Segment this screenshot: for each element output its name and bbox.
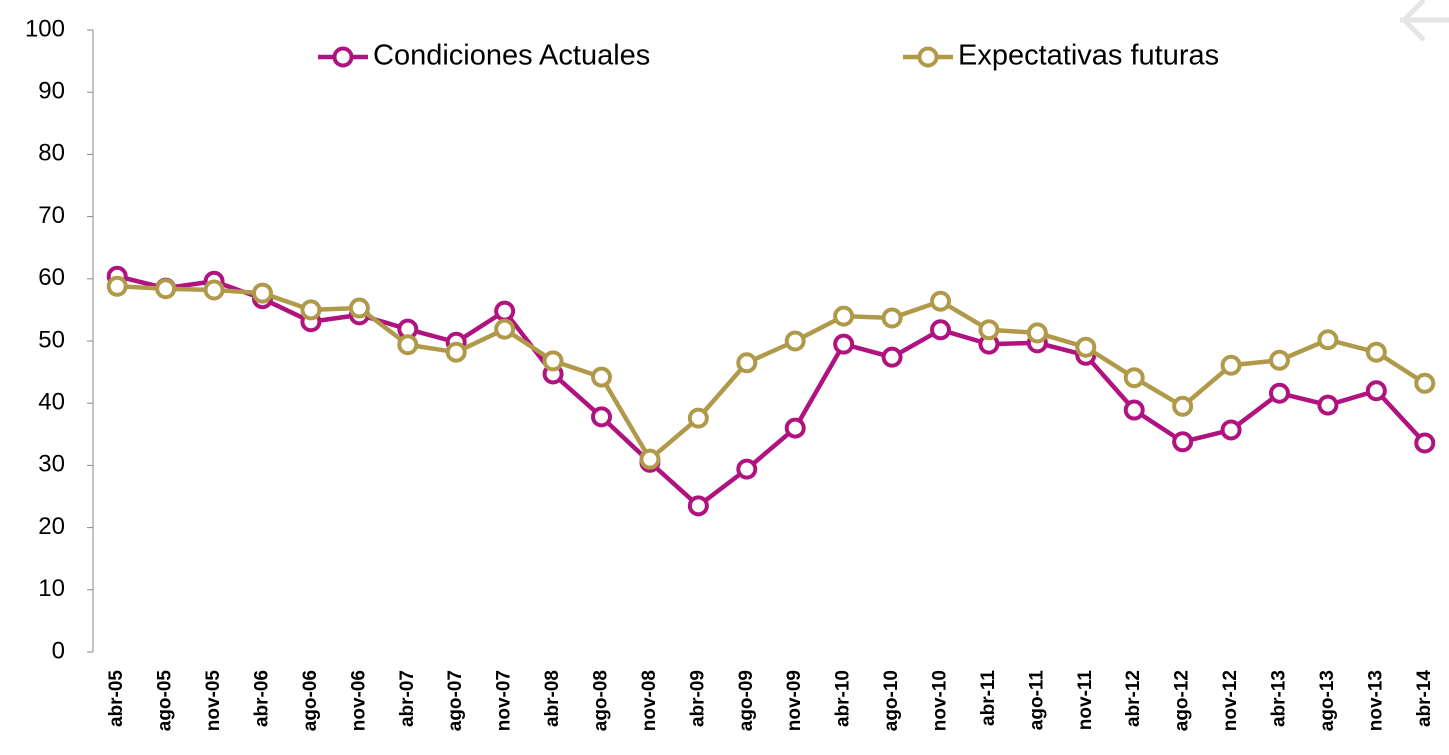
point xyxy=(833,333,855,355)
x-tick-label: ago-13 xyxy=(1317,670,1338,731)
point xyxy=(1172,431,1194,453)
point xyxy=(784,417,806,439)
x-tick-label: abr-09 xyxy=(687,670,708,727)
point xyxy=(784,330,806,352)
point xyxy=(736,352,758,374)
point xyxy=(397,334,419,356)
point xyxy=(1365,341,1387,363)
y-tick-label: 60 xyxy=(38,264,65,291)
point xyxy=(930,290,951,312)
y-tick-label: 50 xyxy=(38,326,65,353)
point xyxy=(591,406,612,428)
y-tick-label: 30 xyxy=(38,451,65,478)
x-tick-label: abr-07 xyxy=(397,670,418,727)
series-line xyxy=(116,274,1427,509)
legend-marker xyxy=(917,46,939,68)
point xyxy=(1172,395,1194,417)
x-tick-label: ago-12 xyxy=(1172,670,1193,731)
y-tick-label: 0 xyxy=(52,637,65,664)
x-tick-label: ago-11 xyxy=(1026,670,1047,731)
x-tick-label: ago-08 xyxy=(591,670,612,731)
legend-marker xyxy=(332,46,354,68)
x-tick-label: ago-07 xyxy=(445,670,466,731)
point xyxy=(1269,349,1290,371)
x-tick-label: abr-11 xyxy=(978,670,999,726)
point xyxy=(1220,354,1242,376)
x-tick-label: nov-10 xyxy=(930,670,951,731)
x-tick-label: nov-09 xyxy=(784,670,805,731)
point xyxy=(252,282,273,304)
point xyxy=(203,279,225,301)
x-tick-label: abr-08 xyxy=(542,670,563,727)
x-tick-label: nov-07 xyxy=(494,670,515,731)
back-arrow-icon xyxy=(1400,0,1449,42)
x-tick-label: abr-14 xyxy=(1414,670,1435,727)
y-tick-label: 20 xyxy=(38,513,65,540)
y-tick-label: 80 xyxy=(38,140,65,167)
point xyxy=(639,448,661,470)
point xyxy=(881,307,903,329)
x-tick-label: ago-09 xyxy=(736,670,757,731)
y-tick-label: 100 xyxy=(25,15,65,42)
legend-label: Expectativas futuras xyxy=(958,40,1219,72)
point xyxy=(1075,336,1097,358)
x-tick-label: nov-05 xyxy=(203,670,224,732)
x-tick-label: abr-05 xyxy=(106,670,127,727)
x-tick-label: abr-12 xyxy=(1123,670,1144,727)
x-tick-label: nov-11 xyxy=(1075,670,1096,731)
y-tick-label: 40 xyxy=(38,389,65,416)
point xyxy=(687,407,709,429)
point xyxy=(1123,367,1145,389)
x-tick-label: abr-10 xyxy=(833,670,854,727)
point xyxy=(1414,372,1436,394)
point xyxy=(445,341,467,363)
point xyxy=(736,458,758,480)
point xyxy=(1365,380,1387,402)
y-tick-label: 90 xyxy=(38,78,65,105)
point xyxy=(1220,419,1242,441)
point xyxy=(494,318,516,340)
point xyxy=(978,319,1000,341)
point xyxy=(348,297,370,319)
x-tick-label: nov-06 xyxy=(348,670,369,731)
point xyxy=(930,319,951,341)
point xyxy=(833,305,855,327)
series-line xyxy=(117,284,1427,462)
point xyxy=(1269,382,1290,404)
point xyxy=(1317,394,1339,416)
point xyxy=(881,346,903,368)
x-tick-label: nov-13 xyxy=(1365,670,1386,731)
point xyxy=(542,350,564,372)
point xyxy=(155,278,177,300)
x-tick-label: nov-08 xyxy=(639,670,660,731)
x-tick-label: ago-05 xyxy=(155,670,176,732)
point xyxy=(1317,329,1339,351)
point xyxy=(106,275,128,297)
point xyxy=(1414,432,1436,454)
x-tick-label: nov-12 xyxy=(1220,670,1241,731)
point xyxy=(591,366,612,388)
legend-label: Condiciones Actuales xyxy=(373,40,650,72)
y-tick-label: 70 xyxy=(38,202,65,229)
point xyxy=(687,495,709,517)
y-tick-label: 10 xyxy=(38,575,65,602)
x-tick-label: abr-06 xyxy=(252,670,273,727)
x-tick-label: abr-13 xyxy=(1269,670,1290,727)
point xyxy=(1123,399,1145,421)
point xyxy=(494,300,516,322)
x-tick-label: ago-10 xyxy=(881,670,902,731)
point xyxy=(300,299,322,321)
x-tick-label: ago-06 xyxy=(300,670,321,731)
point xyxy=(1026,322,1048,344)
